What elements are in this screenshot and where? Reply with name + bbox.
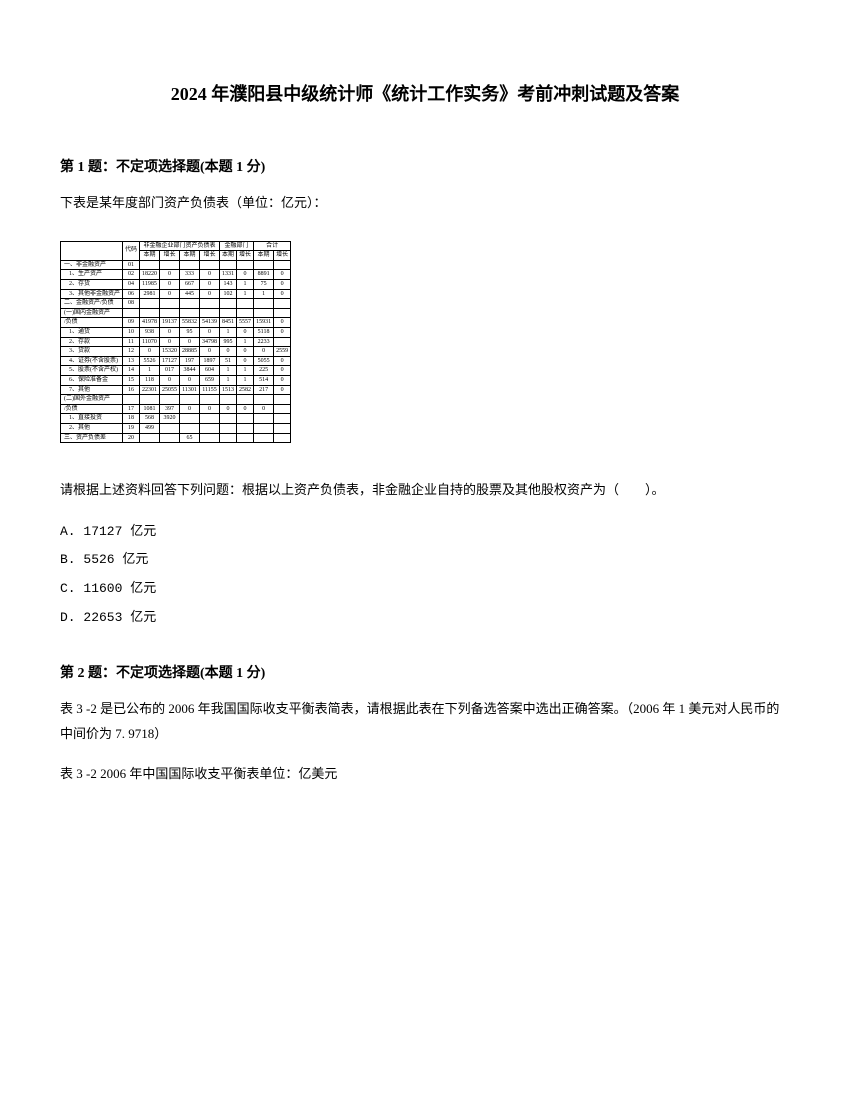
hdr-group1: 非金融企业部门资产负债表: [140, 241, 220, 251]
q2-text1: 表 3 -2 是已公布的 2006 年我国国际收支平衡表简表，请根据此表在下列备…: [60, 697, 790, 746]
table-row: 3、其他非金融资产 06 2981 0 445 0 102 1 1 0: [61, 289, 291, 299]
table-row: 1、直接投资 18 568 3920: [61, 414, 291, 424]
table-row: /负债 17 1081 397 0 0 0 0 0: [61, 404, 291, 414]
q1-prompt: 请根据上述资料回答下列问题：根据以上资产负债表，非金融企业自持的股票及其他股权资…: [60, 478, 790, 503]
table-row: 2、存货 04 11985 0 667 0 143 1 75 0: [61, 280, 291, 290]
table-row: 7、其他 16 22301 25055 11301 11155 1513 258…: [61, 385, 291, 395]
page-title: 2024 年濮阳县中级统计师《统计工作实务》考前冲刺试题及答案: [60, 80, 790, 106]
table-row: (二)国外金融资产: [61, 395, 291, 405]
q1-option-b: B. 5526 亿元: [60, 546, 790, 575]
table-row: 1、生产资产 02 18220 0 333 0 1331 0 8891 0: [61, 270, 291, 280]
q1-option-c: C. 11600 亿元: [60, 575, 790, 604]
hdr-group2: 金融部门: [220, 241, 254, 251]
table-row: 5、股票(不含产权) 14 1 017 3844 604 1 1 225 0: [61, 366, 291, 376]
table-row: 1、通货 10 938 0 95 0 1 0 5118 0: [61, 328, 291, 338]
table-row: 一、非金融资产 01: [61, 260, 291, 270]
q1-intro: 下表是某年度部门资产负债表（单位：亿元）：: [60, 191, 790, 216]
table-row: 2、存款 11 11070 0 0 34798 995 1 2233: [61, 337, 291, 347]
table-row: 3、贷款 12 0 15320 28885 0 0 0 0 2559: [61, 347, 291, 357]
table-row: 4、证券(不含股票) 13 5526 17127 197 1897 51 0 5…: [61, 356, 291, 366]
table-row: 三、资产负债差 20 65: [61, 433, 291, 443]
hdr-group3: 合计: [254, 241, 291, 251]
q1-option-d: D. 22653 亿元: [60, 604, 790, 633]
q2-text2: 表 3 -2 2006 年中国国际收支平衡表单位：亿美元: [60, 762, 790, 787]
q2-heading: 第 2 题：不定项选择题(本题 1 分): [60, 662, 790, 682]
table-row: 2、其他 19 499: [61, 423, 291, 433]
q1-heading: 第 1 题：不定项选择题(本题 1 分): [60, 156, 790, 176]
col-code: 代码: [123, 241, 140, 260]
table-row: /负债 09 41978 19137 55832 54139 8451 5557…: [61, 318, 291, 328]
table-row: 6、保险准备金 15 118 0 0 659 1 1 514 0: [61, 376, 291, 386]
q1-option-a: A. 17127 亿元: [60, 518, 790, 547]
table-row: (一)国内金融资产: [61, 308, 291, 318]
balance-sheet-table: 代码 非金融企业部门资产负债表 金融部门 合计 本期 增长 本期 增长 本期 增…: [60, 241, 790, 443]
table-row: 二、金融资产/负债 08: [61, 299, 291, 309]
